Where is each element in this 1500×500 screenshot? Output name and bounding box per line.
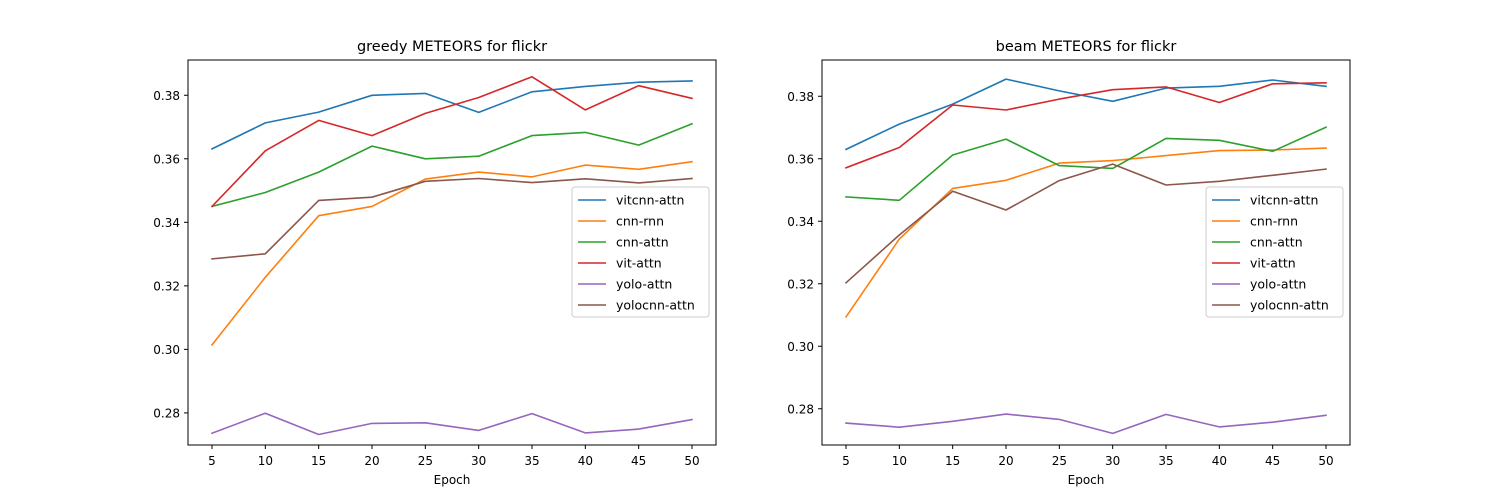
plot-frame bbox=[187, 59, 717, 446]
series-line-yolo-attn bbox=[845, 413, 1327, 435]
x-tick-label: 20 bbox=[364, 454, 379, 468]
x-tick-label: 10 bbox=[258, 454, 273, 468]
y-tick-label: 0.32 bbox=[787, 277, 814, 291]
series-line-vitcnn-attn bbox=[844, 78, 1327, 151]
plot-frame bbox=[821, 59, 1351, 446]
legend-box bbox=[571, 186, 710, 318]
x-tick-label: 50 bbox=[684, 454, 699, 468]
x-tick-label: 25 bbox=[418, 454, 433, 468]
chart-panel-2: beam METEORS for flickr 5 10 15 20 25 30 35 40 45… bbox=[787, 39, 1351, 487]
x-tick-label: 5 bbox=[208, 454, 216, 468]
x-tick-label: 50 bbox=[1318, 454, 1333, 468]
series-line-yolo-attn bbox=[210, 412, 693, 436]
series-line-vit-attn bbox=[210, 76, 693, 208]
series-line-yolocnn-attn bbox=[211, 177, 693, 260]
x-tick-label: 35 bbox=[524, 454, 539, 468]
series-line-yolocnn-attn bbox=[844, 163, 1327, 284]
chart-title: beam METEORS for flickr bbox=[996, 39, 1177, 55]
x-tick-label: 30 bbox=[471, 454, 486, 468]
y-tick-label: 0.30 bbox=[787, 340, 814, 354]
y-tick-label: 0.28 bbox=[153, 406, 180, 420]
series-line-vitcnn-attn bbox=[210, 80, 693, 150]
y-tick-label: 0.34 bbox=[153, 216, 180, 230]
series-line-vit-attn bbox=[844, 81, 1327, 169]
x-axis-label: Epoch bbox=[434, 473, 471, 487]
x-tick-label: 30 bbox=[1105, 454, 1120, 468]
x-tick-label: 35 bbox=[1158, 454, 1173, 468]
y-tick-label: 0.34 bbox=[787, 215, 814, 229]
legend-label: cnn-rnn bbox=[1250, 214, 1298, 229]
y-tick-label: 0.32 bbox=[153, 279, 180, 293]
legend-label: yolo-attn bbox=[616, 277, 672, 292]
x-tick-label: 45 bbox=[1265, 454, 1280, 468]
y-tick-label: 0.36 bbox=[787, 152, 814, 166]
legend-label: vit-attn bbox=[616, 256, 662, 271]
x-tick-label: 5 bbox=[842, 454, 850, 468]
chart-title: greedy METEORS for flickr bbox=[357, 39, 547, 55]
legend-label: yolo-attn bbox=[1250, 277, 1306, 292]
y-tick-label: 0.30 bbox=[153, 343, 180, 357]
x-tick-label: 45 bbox=[631, 454, 646, 468]
x-tick-label: 20 bbox=[998, 454, 1013, 468]
legend-label: cnn-rnn bbox=[616, 214, 664, 229]
y-tick-label: 0.36 bbox=[153, 152, 180, 166]
legend-label: vit-attn bbox=[1250, 256, 1296, 271]
y-tick-label: 0.38 bbox=[787, 90, 814, 104]
x-tick-label: 40 bbox=[578, 454, 593, 468]
legend: vitcnn-attn cnn-rnn cnn-attn vit-attn yolo-a… bbox=[571, 186, 710, 318]
x-tick-label: 10 bbox=[892, 454, 907, 468]
series-line-cnn-attn bbox=[845, 126, 1328, 202]
x-tick-label: 40 bbox=[1212, 454, 1227, 468]
y-tick-label: 0.38 bbox=[153, 89, 180, 103]
x-tick-label: 15 bbox=[311, 454, 326, 468]
x-tick-label: 25 bbox=[1052, 454, 1067, 468]
legend-box bbox=[1205, 186, 1344, 318]
legend-label: yolocnn-attn bbox=[616, 298, 695, 313]
legend: vitcnn-attn cnn-rnn cnn-attn vit-attn yolo-a… bbox=[1205, 186, 1344, 318]
legend-label: vitcnn-attn bbox=[1250, 193, 1318, 208]
chart-panel-1: greedy METEORS for flickr 5 10 15 20 25 30 35 40… bbox=[153, 39, 717, 487]
x-tick-label: 15 bbox=[945, 454, 960, 468]
legend-label: cnn-attn bbox=[616, 235, 669, 250]
legend-label: vitcnn-attn bbox=[616, 193, 684, 208]
legend-label: yolocnn-attn bbox=[1250, 298, 1329, 313]
series-line-cnn-attn bbox=[211, 122, 694, 208]
x-axis-label: Epoch bbox=[1068, 473, 1105, 487]
legend-label: cnn-attn bbox=[1250, 235, 1303, 250]
y-tick-label: 0.28 bbox=[787, 402, 814, 416]
series-line-cnn-rnn bbox=[210, 160, 693, 347]
